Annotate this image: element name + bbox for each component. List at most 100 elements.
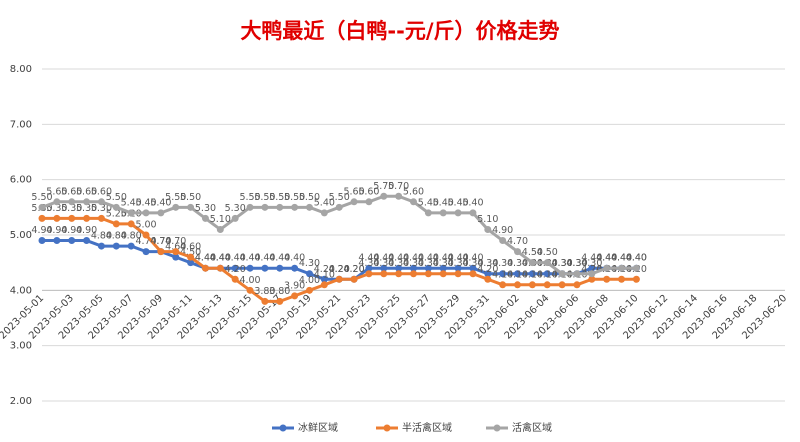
data-point — [291, 203, 299, 211]
data-label: 5.40 — [462, 197, 483, 208]
data-point — [216, 225, 224, 233]
data-point — [157, 209, 165, 217]
data-point — [172, 203, 180, 211]
data-label: 4.10 — [507, 269, 528, 280]
data-point — [112, 220, 120, 228]
data-label: 4.90 — [492, 225, 513, 236]
data-point — [484, 275, 492, 283]
data-label: 5.60 — [76, 186, 97, 197]
legend-marker — [279, 424, 287, 432]
data-label: 4.40 — [596, 253, 617, 264]
data-point — [172, 253, 180, 261]
data-label: 5.60 — [403, 186, 424, 197]
data-point — [246, 264, 254, 272]
data-point — [231, 264, 239, 272]
data-point — [231, 275, 239, 283]
data-label: 4.30 — [566, 258, 587, 269]
data-point — [246, 286, 254, 294]
data-point — [83, 214, 91, 222]
data-label: 5.40 — [418, 197, 439, 208]
data-label: 4.70 — [135, 236, 156, 247]
data-label: 4.40 — [611, 253, 632, 264]
data-label: 4.40 — [433, 253, 454, 264]
data-label: 4.30 — [448, 258, 469, 269]
data-label: 5.50 — [180, 192, 201, 203]
data-label: 4.90 — [46, 225, 67, 236]
y-tick-label: 6.00 — [10, 175, 32, 186]
data-point — [142, 231, 150, 239]
data-point — [380, 270, 388, 278]
data-label: 4.30 — [373, 258, 394, 269]
data-point — [187, 253, 195, 261]
data-label: 5.30 — [76, 203, 97, 214]
data-point — [618, 275, 626, 283]
data-label: 4.40 — [418, 253, 439, 264]
data-label: 4.80 — [91, 231, 112, 242]
data-point — [528, 270, 536, 278]
data-point — [231, 214, 239, 222]
data-label: 4.30 — [418, 258, 439, 269]
data-label: 4.30 — [462, 258, 483, 269]
data-label: 5.00 — [135, 220, 156, 231]
data-point — [632, 275, 640, 283]
data-label: 5.50 — [31, 192, 52, 203]
data-point — [395, 192, 403, 200]
data-point — [291, 292, 299, 300]
data-point — [573, 270, 581, 278]
data-label: 4.30 — [552, 258, 573, 269]
data-label: 5.40 — [448, 197, 469, 208]
data-point — [38, 214, 46, 222]
data-point — [305, 286, 313, 294]
data-point — [97, 242, 105, 250]
data-point — [588, 270, 596, 278]
data-label: 4.30 — [477, 258, 498, 269]
data-label: 4.30 — [507, 258, 528, 269]
data-point — [543, 281, 551, 289]
data-label: 5.40 — [135, 197, 156, 208]
data-label: 4.40 — [239, 253, 260, 264]
data-label: 4.90 — [31, 225, 52, 236]
y-tick-label: 5.00 — [10, 230, 32, 241]
data-label: 4.40 — [388, 253, 409, 264]
chart-title: 大鸭最近（白鸭--元/斤）价格走势 — [240, 19, 559, 43]
data-point — [380, 192, 388, 200]
data-point — [83, 237, 91, 245]
data-point — [350, 275, 358, 283]
data-label: 4.40 — [210, 253, 231, 264]
data-label: 4.30 — [552, 258, 573, 269]
data-label: 4.30 — [581, 258, 602, 269]
data-label: 4.70 — [507, 236, 528, 247]
data-point — [216, 264, 224, 272]
data-label: 4.20 — [225, 264, 246, 275]
data-point — [261, 203, 269, 211]
data-point — [201, 214, 209, 222]
data-label: 4.20 — [581, 264, 602, 275]
data-label: 4.90 — [76, 225, 97, 236]
data-point — [261, 297, 269, 305]
data-point — [112, 203, 120, 211]
data-point — [632, 264, 640, 272]
data-point — [395, 270, 403, 278]
data-label: 4.40 — [269, 253, 290, 264]
data-point — [38, 203, 46, 211]
data-point — [528, 281, 536, 289]
data-point — [380, 264, 388, 272]
data-point — [261, 264, 269, 272]
data-point — [365, 264, 373, 272]
data-label: 4.20 — [314, 264, 335, 275]
data-point — [424, 264, 432, 272]
data-label: 4.00 — [299, 275, 320, 286]
data-point — [68, 237, 76, 245]
data-label: 5.50 — [329, 192, 350, 203]
data-point — [514, 270, 522, 278]
data-label: 4.30 — [299, 258, 320, 269]
data-label: 5.30 — [61, 203, 82, 214]
data-point — [305, 270, 313, 278]
data-point — [112, 242, 120, 250]
data-point — [469, 270, 477, 278]
data-label: 4.10 — [314, 269, 335, 280]
data-point — [38, 237, 46, 245]
data-point — [320, 209, 328, 217]
data-point — [514, 248, 522, 256]
